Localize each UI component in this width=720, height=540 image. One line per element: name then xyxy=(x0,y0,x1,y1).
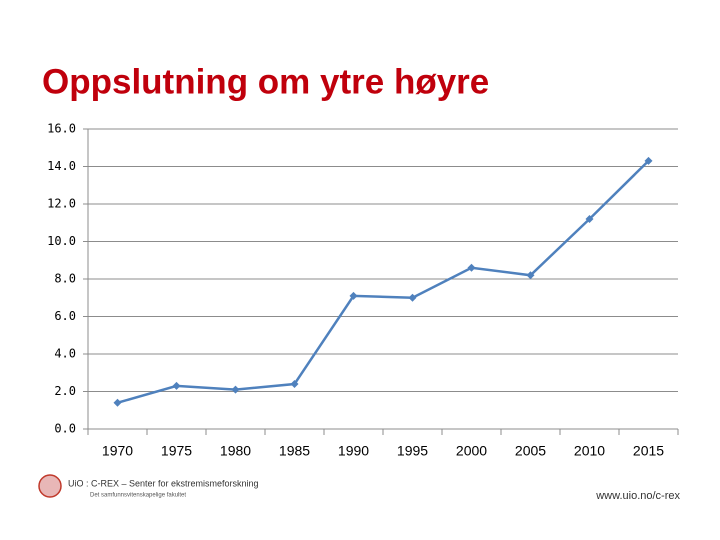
y-tick-label: 10.0 xyxy=(47,234,76,248)
y-tick-label: 16.0 xyxy=(47,122,76,136)
logo-seal xyxy=(38,474,62,498)
x-tick-label: 1995 xyxy=(397,443,428,459)
x-tick-label: 2010 xyxy=(574,443,605,459)
marker xyxy=(290,380,299,388)
y-tick-label: 12.0 xyxy=(47,197,76,211)
marker xyxy=(585,215,594,223)
y-tick-label: 2.0 xyxy=(54,384,76,398)
data-line xyxy=(117,159,650,404)
x-tick-label: 1990 xyxy=(338,443,369,459)
logo-text: UiO : C-REX – Senter for ekstremismefors… xyxy=(68,478,259,488)
y-tick-label: 14.0 xyxy=(47,159,76,173)
url-text: www.uio.no/c-rex xyxy=(595,490,680,502)
chart-title: Oppslutning om ytre høyre xyxy=(42,62,489,101)
y-tick-label: 0.0 xyxy=(54,422,76,436)
x-tick-label: 1970 xyxy=(102,443,133,459)
x-tick-label: 2005 xyxy=(515,443,546,459)
x-tick-label: 2000 xyxy=(456,443,487,459)
y-tick-label: 6.0 xyxy=(54,309,76,323)
x-tick-label: 1980 xyxy=(220,443,251,459)
marker xyxy=(644,156,653,165)
x-tick-label: 1985 xyxy=(279,443,310,459)
marker xyxy=(349,291,358,300)
x-tick-label: 2015 xyxy=(633,443,664,459)
footer-logo: UiO : C-REX – Senter for ekstremismefors… xyxy=(38,474,259,499)
marker xyxy=(408,293,417,302)
y-tick-label: 4.0 xyxy=(54,347,76,361)
marker xyxy=(113,398,122,407)
marker xyxy=(467,263,476,272)
x-tick-label: 1975 xyxy=(161,443,192,459)
faculty-text: Det samfunnsvitenskapelige fakultet xyxy=(90,493,186,499)
marker xyxy=(526,271,535,280)
marker xyxy=(231,385,240,394)
y-tick-label: 8.0 xyxy=(54,272,76,286)
marker xyxy=(172,381,181,390)
